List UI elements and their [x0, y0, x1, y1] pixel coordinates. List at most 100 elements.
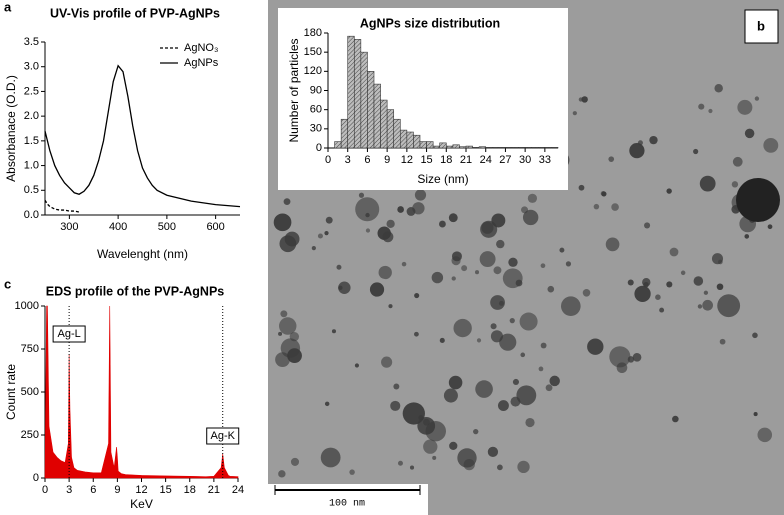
x-tick-label: 21	[460, 154, 472, 166]
particle	[273, 213, 292, 232]
annotation-box	[206, 427, 240, 445]
particle	[431, 271, 444, 284]
particle	[516, 385, 537, 406]
particle	[498, 300, 504, 306]
y-axis-label: Absorbanace (O.D.)	[4, 75, 18, 182]
particle	[608, 156, 615, 162]
y-tick-label: 750	[21, 343, 39, 355]
particle	[508, 257, 518, 267]
y-axis-label: Count rate	[4, 364, 18, 420]
particle	[365, 228, 371, 233]
particle	[439, 337, 445, 343]
particle	[538, 366, 544, 372]
particle	[736, 178, 780, 222]
y-tick-label: 0	[316, 142, 322, 154]
particle	[388, 304, 393, 309]
particle	[737, 99, 753, 115]
particle	[349, 469, 355, 475]
x-tick-label: 600	[206, 221, 224, 233]
x-tick-label: 12	[401, 154, 413, 166]
x-tick-label: 3	[66, 484, 72, 496]
annotation-box	[52, 325, 86, 343]
particle	[697, 304, 703, 309]
bar	[518, 147, 526, 149]
scale-bar-label: 100 nm	[329, 499, 365, 510]
particle	[278, 331, 283, 336]
particle	[439, 220, 446, 228]
particle	[767, 224, 773, 230]
bar	[459, 146, 467, 149]
particle	[693, 276, 704, 286]
x-tick-label: 6	[364, 154, 370, 166]
x-tick-label: 18	[184, 484, 196, 496]
particle	[338, 281, 351, 294]
chart-title: EDS profile of the PVP-AgNPs	[46, 284, 225, 298]
chart-title: UV-Vis profile of PVP-AgNPs	[50, 6, 220, 20]
particle	[499, 333, 517, 351]
x-tick-label: 15	[420, 154, 432, 166]
particle	[519, 312, 538, 331]
particle	[512, 378, 520, 386]
particle	[649, 135, 658, 145]
bar	[511, 147, 519, 149]
particle	[666, 188, 672, 194]
particle	[578, 97, 583, 102]
particle	[475, 380, 493, 398]
x-tick-label: 9	[384, 154, 390, 166]
x-tick-label: 6	[90, 484, 96, 496]
particle	[354, 363, 359, 368]
particle	[481, 221, 494, 234]
bar	[439, 142, 447, 149]
particle	[666, 281, 673, 288]
particle	[490, 295, 505, 310]
particle	[509, 318, 515, 324]
inset-box	[278, 8, 568, 190]
particle	[289, 331, 300, 342]
x-tick-label: 24	[232, 484, 244, 496]
annotation: Ag-K	[210, 430, 235, 442]
particle	[317, 233, 323, 239]
particle	[510, 396, 521, 407]
particle	[448, 375, 463, 390]
particle	[522, 209, 539, 226]
bar	[478, 146, 487, 149]
panel-label-box	[744, 9, 779, 44]
y-tick-label: 2.5	[24, 85, 39, 97]
particle	[717, 259, 723, 265]
y-tick-label: 0	[33, 472, 39, 484]
bar	[524, 147, 533, 149]
annotation: Ag-L	[58, 328, 81, 340]
particle	[386, 219, 395, 228]
bar	[406, 131, 414, 149]
x-tick-label: 12	[135, 484, 147, 496]
particle	[414, 331, 419, 337]
particle	[527, 193, 538, 203]
particle	[365, 212, 370, 218]
particle	[719, 338, 726, 345]
particle	[753, 412, 758, 417]
line	[44, 64, 241, 208]
particle	[644, 222, 651, 229]
x-tick-label: 33	[539, 154, 551, 166]
particle	[752, 332, 758, 339]
particle	[582, 289, 591, 297]
particle	[744, 128, 755, 139]
particle	[629, 143, 645, 159]
particle	[731, 181, 739, 188]
particle	[382, 231, 394, 243]
panel-label: b	[757, 18, 765, 33]
bar	[413, 134, 421, 149]
particle	[708, 108, 713, 114]
particle	[572, 111, 577, 116]
particle	[449, 441, 458, 451]
bar	[465, 145, 473, 149]
particle	[443, 388, 458, 403]
panel-label: c	[4, 276, 11, 291]
particle	[632, 352, 642, 362]
particle	[324, 231, 329, 236]
particle	[581, 96, 588, 103]
bar	[340, 118, 349, 149]
particle	[409, 465, 415, 470]
particle	[545, 384, 553, 392]
